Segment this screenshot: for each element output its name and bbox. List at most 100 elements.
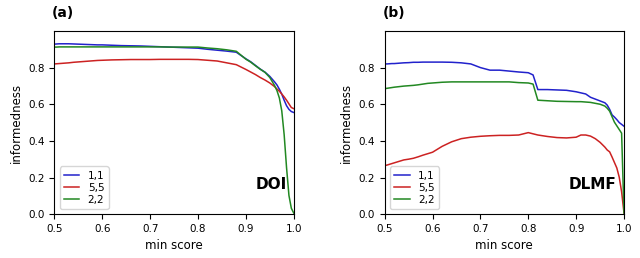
1,1: [156, 45, 164, 48]
2,2: [79, 45, 87, 49]
2,2: [563, 100, 570, 103]
1,1: [60, 42, 68, 45]
1,1: [414, 61, 422, 64]
2,2: [572, 100, 580, 103]
2,2: [184, 45, 192, 49]
5,5: [506, 134, 513, 137]
5,5: [515, 133, 522, 136]
1,1: [611, 116, 618, 119]
5,5: [386, 163, 394, 166]
2,2: [429, 82, 436, 85]
1,1: [55, 42, 63, 45]
2,2: [89, 45, 97, 49]
5,5: [616, 176, 623, 179]
1,1: [266, 75, 274, 78]
5,5: [60, 62, 68, 65]
2,2: [577, 100, 585, 103]
2,2: [213, 47, 221, 50]
1,1: [596, 99, 604, 102]
2,2: [515, 81, 522, 84]
2,2: [534, 99, 541, 102]
5,5: [257, 76, 264, 79]
2,2: [582, 100, 589, 103]
Legend: 1,1, 5,5, 2,2: 1,1, 5,5, 2,2: [60, 166, 109, 209]
2,2: [543, 99, 551, 102]
2,2: [524, 82, 532, 85]
5,5: [58, 62, 65, 65]
1,1: [458, 61, 465, 64]
5,5: [147, 58, 154, 61]
1,1: [194, 47, 202, 50]
1,1: [276, 88, 284, 91]
5,5: [606, 150, 614, 154]
1,1: [252, 64, 259, 67]
1,1: [383, 62, 391, 66]
1,1: [601, 101, 609, 104]
1,1: [620, 125, 628, 128]
1,1: [429, 61, 436, 64]
5,5: [601, 146, 609, 149]
1,1: [388, 62, 396, 65]
1,1: [582, 92, 589, 95]
2,2: [388, 86, 396, 89]
1,1: [213, 49, 221, 52]
5,5: [290, 107, 298, 110]
5,5: [70, 61, 77, 64]
2,2: [55, 45, 63, 49]
5,5: [247, 70, 255, 74]
5,5: [553, 136, 561, 139]
1,1: [184, 46, 192, 49]
1,1: [89, 43, 97, 46]
5,5: [596, 141, 604, 144]
5,5: [84, 60, 92, 63]
1,1: [51, 43, 58, 46]
5,5: [156, 58, 164, 61]
1,1: [74, 43, 82, 46]
1,1: [606, 108, 614, 111]
2,2: [620, 212, 628, 215]
2,2: [84, 45, 92, 49]
1,1: [424, 61, 431, 64]
1,1: [404, 61, 412, 64]
5,5: [55, 62, 63, 65]
1,1: [127, 44, 135, 47]
2,2: [99, 45, 106, 49]
5,5: [175, 58, 182, 61]
1,1: [381, 62, 388, 66]
5,5: [278, 92, 285, 95]
2,2: [257, 68, 264, 71]
X-axis label: min score: min score: [476, 239, 533, 252]
Line: 2,2: 2,2: [385, 82, 624, 213]
1,1: [278, 93, 285, 96]
1,1: [553, 88, 561, 92]
5,5: [448, 140, 456, 143]
5,5: [404, 158, 412, 161]
5,5: [204, 59, 211, 62]
1,1: [99, 43, 106, 46]
5,5: [261, 78, 269, 82]
5,5: [137, 58, 145, 61]
5,5: [458, 137, 465, 140]
2,2: [608, 115, 616, 118]
2,2: [467, 80, 475, 83]
1,1: [118, 44, 125, 47]
2,2: [156, 45, 164, 49]
5,5: [620, 212, 628, 215]
2,2: [383, 87, 391, 90]
5,5: [419, 154, 427, 157]
2,2: [137, 45, 145, 49]
1,1: [486, 69, 494, 72]
1,1: [290, 111, 298, 114]
5,5: [604, 149, 611, 152]
5,5: [608, 155, 616, 158]
2,2: [448, 80, 456, 83]
5,5: [93, 59, 101, 62]
1,1: [65, 42, 72, 45]
2,2: [287, 207, 295, 210]
5,5: [611, 161, 618, 164]
1,1: [448, 61, 456, 64]
2,2: [596, 103, 604, 106]
2,2: [70, 45, 77, 49]
2,2: [271, 84, 278, 87]
1,1: [204, 48, 211, 51]
